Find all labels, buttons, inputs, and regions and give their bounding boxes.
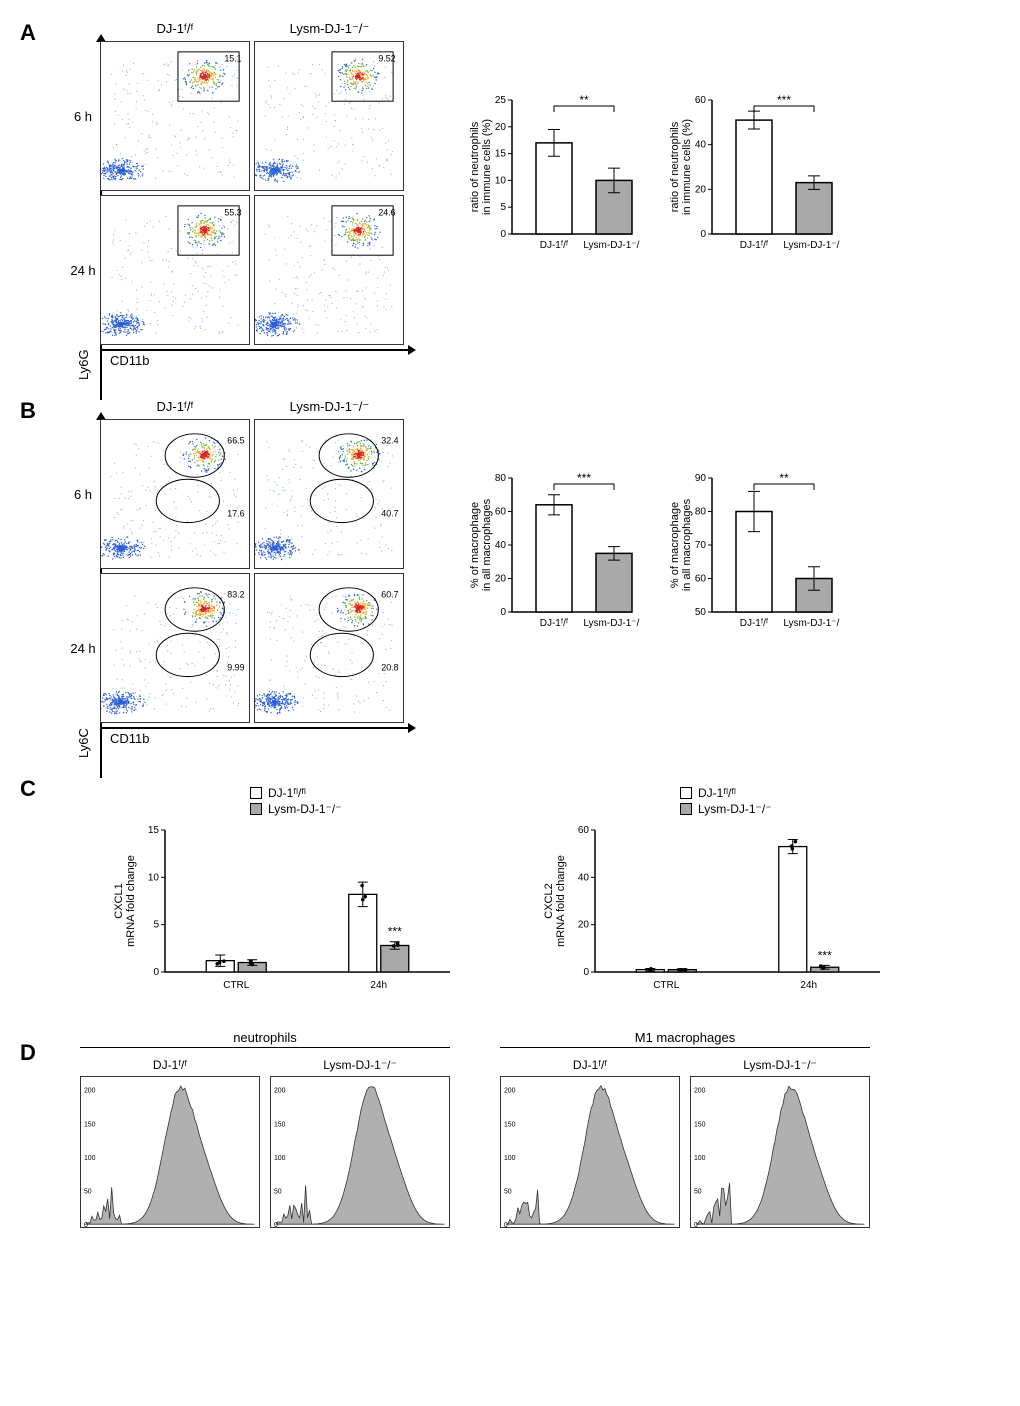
panel-d-row: D neutrophilsDJ-1ᶠ/ᶠ050100150200Lysm-DJ-… [20,1030,1000,1228]
hist-group-title: neutrophils [80,1030,450,1048]
svg-text:60: 60 [695,95,707,106]
histogram-title: DJ-1ᶠ/ᶠ [500,1058,680,1072]
panel-b-row: B Ly6C DJ-1ᶠ/ᶠ Lysm-DJ-1⁻/⁻ 6 h66.517.63… [20,398,1000,746]
x-axis-label-a: CD11b [110,353,410,368]
row-label: 6 h [70,419,96,569]
x-axis-arrow-a [100,349,410,351]
svg-text:66.5: 66.5 [227,436,244,446]
svg-text:40.7: 40.7 [381,509,398,519]
histogram-plot: 050100150200 [270,1076,450,1228]
bar-chart-a1: 0 5 10 15 20 25 DJ-1ᶠ/ᶠ Lysm-DJ-1⁻/⁻ ** ratio of … [470,80,640,270]
bar-chart-a2: 0 20 40 60 DJ-1ᶠ/ᶠ Lysm-DJ-1⁻/⁻ *** ratio of ne… [670,80,840,270]
legend-row-0: DJ-1ᶠˡ/ᶠˡ [250,786,460,800]
svg-text:DJ-1ᶠ/ᶠ: DJ-1ᶠ/ᶠ [540,240,569,251]
bar-chart-b1: 020406080DJ-1ᶠ/ᶠLysm-DJ-1⁻/⁻***% of macr… [470,458,640,648]
svg-text:ratio of neutrophilsin immune: ratio of neutrophilsin immune cells (%) [470,119,493,215]
x-axis-arrow-b [100,727,410,729]
row-label: 6 h [70,41,96,191]
panel-c-row: C DJ-1ᶠˡ/ᶠˡ Lysm-DJ-1⁻/⁻ 051015CTRL24h**… [20,776,1000,1000]
flow-scatter-plot: 32.4 40.7 [254,419,404,569]
svg-text:ratio of neutrophilsin immune: ratio of neutrophilsin immune cells (%) [670,119,693,215]
svg-text:32.4: 32.4 [381,436,398,446]
panel-d-container: neutrophilsDJ-1ᶠ/ᶠ050100150200Lysm-DJ-1⁻… [80,1030,870,1228]
svg-text:9.52: 9.52 [378,54,395,64]
flow-scatter-plot: 9.52 [254,41,404,191]
histogram-title: DJ-1ᶠ/ᶠ [80,1058,260,1072]
svg-text:20: 20 [695,184,707,195]
histogram-plot: 050100150200 [500,1076,680,1228]
legend-swatch-3 [680,803,692,815]
panel-d-label: D [20,1040,36,1066]
histogram-box: Lysm-DJ-1⁻/⁻ 050100150200 [270,1058,450,1228]
svg-text:Lysm-DJ-1⁻/⁻: Lysm-DJ-1⁻/⁻ [783,240,840,251]
panel-c-container: DJ-1ᶠˡ/ᶠˡ Lysm-DJ-1⁻/⁻ 051015CTRL24h***C… [110,786,890,1000]
flow-scatter-plot: 60.720.8 [254,573,404,723]
svg-text:15: 15 [495,149,507,160]
svg-text:5: 5 [500,202,506,213]
histogram-plot: 050100150200 [80,1076,260,1228]
histogram-box: Lysm-DJ-1⁻/⁻ 050100150200 [690,1058,870,1228]
grouped-bar-c2: 0204060CTRL24h***CXCL2mRNA fold change [540,820,890,1000]
legend-swatch-1 [250,803,262,815]
col-header-a-0: DJ-1ᶠ/ᶠ [100,21,250,36]
svg-text:0: 0 [700,229,706,240]
facet-block-a: Ly6G DJ-1ᶠ/ᶠ Lysm-DJ-1⁻/⁻ 6 h15.19.5224 … [70,20,410,368]
svg-text:10: 10 [495,175,507,186]
bar-chart-b2: 5060708090DJ-1ᶠ/ᶠLysm-DJ-1⁻/⁻**% of macr… [670,458,840,648]
histogram-box: DJ-1ᶠ/ᶠ 050100150200 [80,1058,260,1228]
histogram-title: Lysm-DJ-1⁻/⁻ [690,1058,870,1072]
facet-block-b: Ly6C DJ-1ᶠ/ᶠ Lysm-DJ-1⁻/⁻ 6 h66.517.632.… [70,398,410,746]
svg-text:25: 25 [495,95,507,106]
legend-row-3: Lysm-DJ-1⁻/⁻ [680,802,890,816]
histogram-box: DJ-1ᶠ/ᶠ 050100150200 [500,1058,680,1228]
flow-scatter-plot: 55.3 [100,195,250,345]
panel-a-label: A [20,20,36,46]
col-header-b-1: Lysm-DJ-1⁻/⁻ [254,399,404,415]
hist-group-title: M1 macrophages [500,1030,870,1048]
flow-scatter-plot: 66.5 17.6 [100,419,250,569]
panel-c-label: C [20,776,36,802]
legend-row-1: Lysm-DJ-1⁻/⁻ [250,802,460,816]
legend-text-3: Lysm-DJ-1⁻/⁻ [698,802,772,816]
panel-b-label: B [20,398,36,424]
svg-text:17.6: 17.6 [227,509,244,519]
col-header-b-0: DJ-1ᶠ/ᶠ [100,399,250,414]
legend-text-2: DJ-1ᶠˡ/ᶠˡ [698,786,736,800]
histogram-plot: 050100150200 [690,1076,870,1228]
legend-text-0: DJ-1ᶠˡ/ᶠˡ [268,786,306,800]
svg-text:DJ-1ᶠ/ᶠ: DJ-1ᶠ/ᶠ [740,240,769,251]
svg-text:24.6: 24.6 [378,208,395,218]
legend-swatch-0 [250,787,262,799]
svg-text:40: 40 [695,140,707,151]
grouped-bar-c1: 051015CTRL24h***CXCL1mRNA fold change [110,820,460,1000]
flow-scatter-plot: 24.6 [254,195,404,345]
legend-text-1: Lysm-DJ-1⁻/⁻ [268,802,342,816]
svg-text:20: 20 [495,122,507,133]
svg-text:**: ** [579,93,589,107]
row-label: 24 h [70,195,96,345]
x-axis-label-b: CD11b [110,731,410,746]
flow-scatter-plot: 15.1 [100,41,250,191]
svg-text:0: 0 [500,229,506,240]
svg-text:15.1: 15.1 [224,54,241,64]
svg-text:***: *** [777,93,791,107]
panel-a-row: A Ly6G DJ-1ᶠ/ᶠ Lysm-DJ-1⁻/⁻ 6 h15.19.522… [20,20,1000,368]
col-header-a-1: Lysm-DJ-1⁻/⁻ [254,21,404,37]
svg-text:Lysm-DJ-1⁻/⁻: Lysm-DJ-1⁻/⁻ [583,240,640,251]
row-label: 24 h [70,573,96,723]
flow-scatter-plot: 83.29.99 [100,573,250,723]
svg-text:55.3: 55.3 [224,208,241,218]
histogram-title: Lysm-DJ-1⁻/⁻ [270,1058,450,1072]
legend-row-2: DJ-1ᶠˡ/ᶠˡ [680,786,890,800]
legend-swatch-2 [680,787,692,799]
